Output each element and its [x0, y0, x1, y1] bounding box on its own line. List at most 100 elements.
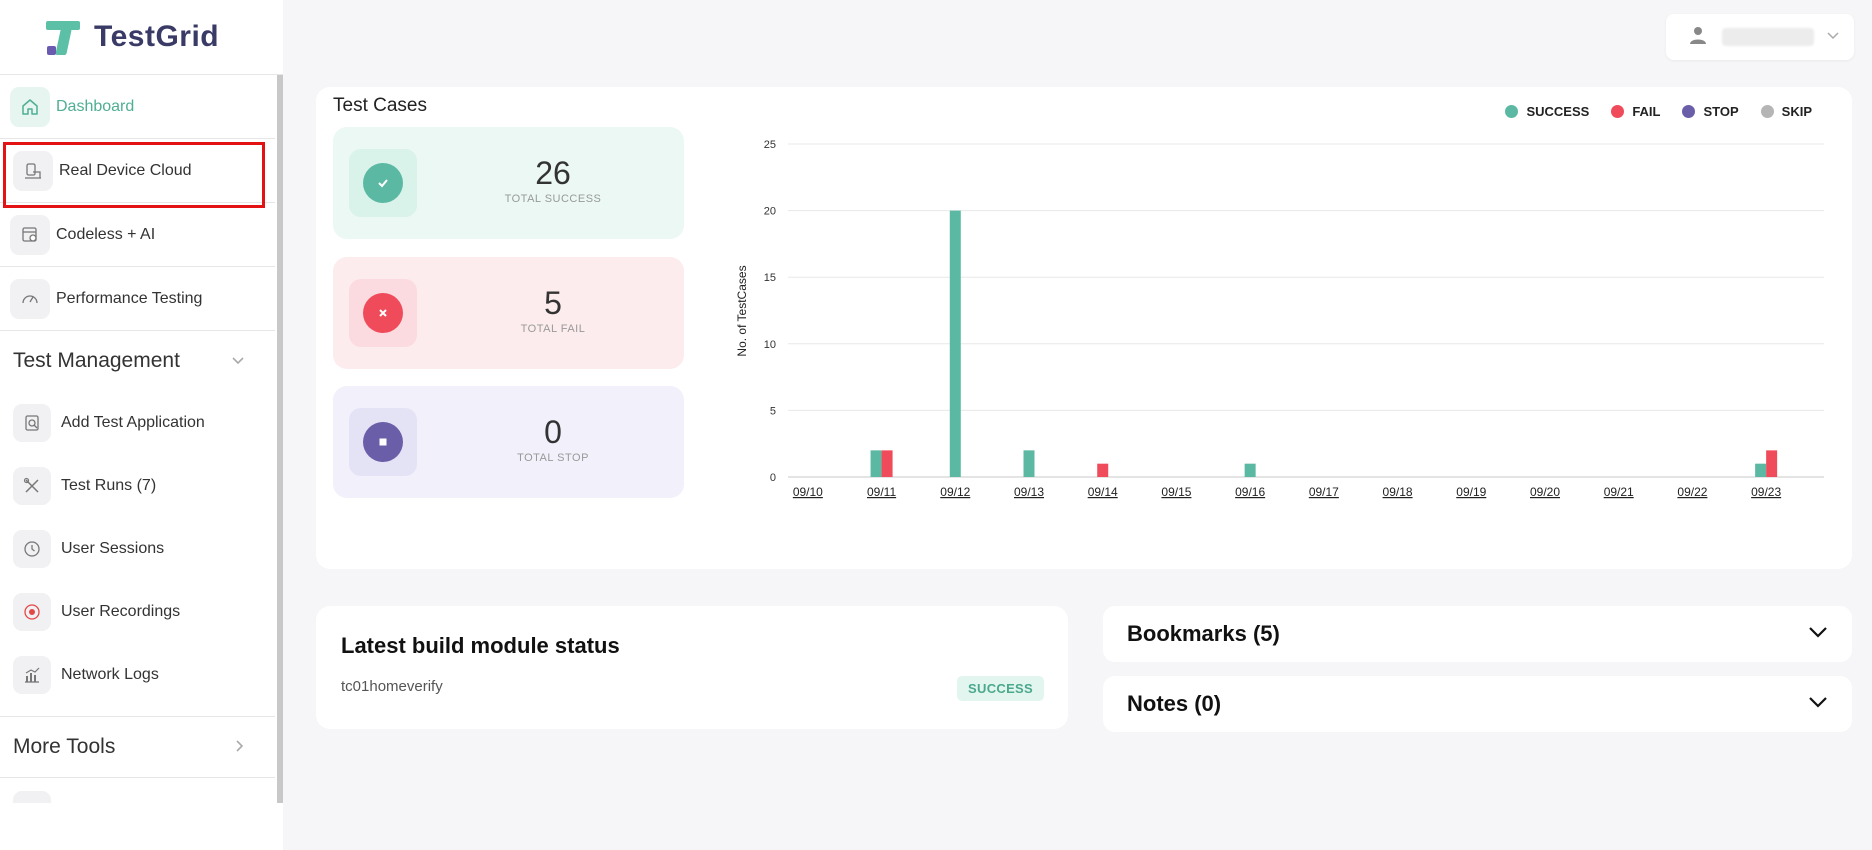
tool-icon	[13, 790, 51, 803]
stat-value: 0	[544, 414, 562, 450]
section-more-tools[interactable]: More Tools	[0, 716, 275, 778]
build-title: Latest build module status	[341, 633, 620, 658]
sidebar-item-user-sessions[interactable]: User Sessions	[0, 517, 275, 580]
fail-badge	[349, 279, 417, 347]
user-icon	[1688, 25, 1708, 50]
y-tick-label: 0	[770, 472, 776, 484]
sidebar-item-partial[interactable]	[0, 778, 275, 803]
speedometer-icon	[10, 278, 50, 319]
sidebar-item-label: Test Runs (7)	[61, 476, 157, 494]
notes-accordion[interactable]: Notes (0)	[1103, 676, 1852, 732]
stat-value: 26	[535, 155, 571, 191]
record-icon	[13, 592, 51, 631]
stop-icon	[363, 422, 403, 462]
x-tick-label: 09/11	[867, 485, 896, 499]
bar-success-09-13	[1023, 450, 1035, 477]
legend-item-stop[interactable]: STOP	[1682, 104, 1739, 119]
y-tick-label: 15	[764, 272, 776, 284]
test-cases-title: Test Cases	[333, 95, 427, 116]
x-tick-label: 09/17	[1309, 485, 1339, 499]
x-tick-label: 09/13	[1014, 485, 1044, 499]
legend-item-success[interactable]: SUCCESS	[1505, 104, 1589, 119]
stat-total-fail: 5 TOTAL FAIL	[333, 257, 684, 369]
stat-label: TOTAL STOP	[517, 452, 589, 464]
codeless-icon	[10, 214, 50, 255]
y-tick-label: 20	[764, 206, 776, 218]
close-icon	[363, 293, 403, 333]
sidebar-item-label: Performance Testing	[56, 289, 203, 307]
x-tick-label: 09/20	[1530, 485, 1560, 499]
bar-fail-09-23	[1766, 450, 1778, 477]
sidebar-item-performance-testing[interactable]: Performance Testing	[0, 267, 275, 331]
sidebar-item-codeless-ai[interactable]: Codeless + AI	[0, 203, 275, 267]
stat-label: TOTAL SUCCESS	[504, 193, 602, 205]
legend-label: SUCCESS	[1526, 104, 1590, 119]
stat-total-success: 26 TOTAL SUCCESS	[333, 127, 684, 239]
chevron-right-icon	[235, 739, 245, 756]
tools-icon	[13, 466, 51, 505]
user-name-redacted	[1722, 28, 1814, 46]
legend-item-fail[interactable]: FAIL	[1611, 104, 1660, 119]
sidebar-item-label: Network Logs	[61, 665, 159, 683]
stat-value: 5	[544, 285, 562, 321]
app-name: TestGrid	[94, 20, 220, 53]
bar-fail-09-11	[881, 450, 893, 477]
section-test-management[interactable]: Test Management	[0, 331, 275, 391]
x-tick-label: 09/12	[940, 485, 970, 499]
bar-success-09-16	[1244, 463, 1256, 477]
x-tick-label: 09/14	[1088, 485, 1118, 499]
sidebar-scrollbar[interactable]	[277, 75, 283, 803]
legend-label: FAIL	[1632, 104, 1661, 119]
sidebar-item-label: User Sessions	[61, 539, 165, 557]
chevron-down-icon[interactable]	[1808, 695, 1828, 714]
bar-success-09-23	[1755, 463, 1767, 477]
stat-label: TOTAL FAIL	[520, 323, 586, 335]
y-tick-label: 5	[770, 405, 776, 417]
device-cloud-icon	[13, 150, 53, 191]
latest-build-card: Latest build module status tc01homeverif…	[316, 606, 1068, 729]
x-tick-label: 09/22	[1677, 485, 1707, 499]
x-tick-label: 09/10	[793, 485, 823, 499]
sidebar-item-test-runs[interactable]: Test Runs (7)	[0, 454, 275, 517]
legend-swatch	[1760, 105, 1774, 118]
sidebar-item-dashboard[interactable]: Dashboard	[0, 75, 275, 139]
chevron-down-icon	[1826, 28, 1840, 46]
sidebar-item-real-device-cloud[interactable]: Real Device Cloud	[0, 139, 275, 203]
logo[interactable]: TestGrid	[0, 0, 283, 75]
bar-fail-09-14	[1097, 463, 1109, 477]
x-tick-label: 09/23	[1751, 485, 1781, 499]
x-tick-label: 09/15	[1161, 485, 1191, 499]
sidebar-nav: Dashboard Real Device Cloud Codeless + A…	[0, 75, 275, 803]
status-badge: SUCCESS	[957, 676, 1044, 701]
y-tick-label: 25	[764, 139, 776, 151]
sidebar-item-user-recordings[interactable]: User Recordings	[0, 580, 275, 643]
x-tick-label: 09/18	[1383, 485, 1413, 499]
bar-success-09-12	[949, 210, 961, 477]
x-tick-label: 09/16	[1235, 485, 1265, 499]
section-title: Test Management	[13, 349, 180, 372]
y-tick-label: 10	[764, 339, 776, 351]
x-tick-label: 09/19	[1456, 485, 1486, 499]
network-chart-icon	[13, 655, 51, 694]
bookmarks-accordion[interactable]: Bookmarks (5)	[1103, 606, 1852, 662]
sidebar-item-add-test-application[interactable]: Add Test Application	[0, 391, 275, 454]
chart-legend: SUCCESS FAIL STOP SKIP	[1505, 104, 1812, 119]
stop-badge	[349, 408, 417, 476]
legend-label: STOP	[1703, 104, 1739, 119]
section-title: More Tools	[13, 735, 116, 758]
user-menu[interactable]	[1666, 14, 1854, 60]
build-module-name[interactable]: tc01homeverify	[341, 678, 443, 695]
sidebar-item-network-logs[interactable]: Network Logs	[0, 643, 275, 706]
x-tick-label: 09/21	[1604, 485, 1634, 499]
y-axis-label: No. of TestCases	[735, 265, 749, 356]
check-icon	[363, 163, 403, 203]
home-icon	[10, 86, 50, 127]
testgrid-logo-icon	[46, 19, 84, 55]
sidebar-item-label: Codeless + AI	[56, 225, 156, 243]
sidebar-item-label: Add Test Application	[61, 413, 205, 431]
stat-total-stop: 0 TOTAL STOP	[333, 386, 684, 498]
bar-success-09-11	[870, 450, 882, 477]
legend-swatch	[1611, 105, 1625, 118]
chevron-down-icon[interactable]	[1808, 625, 1828, 644]
legend-item-skip[interactable]: SKIP	[1760, 104, 1812, 119]
